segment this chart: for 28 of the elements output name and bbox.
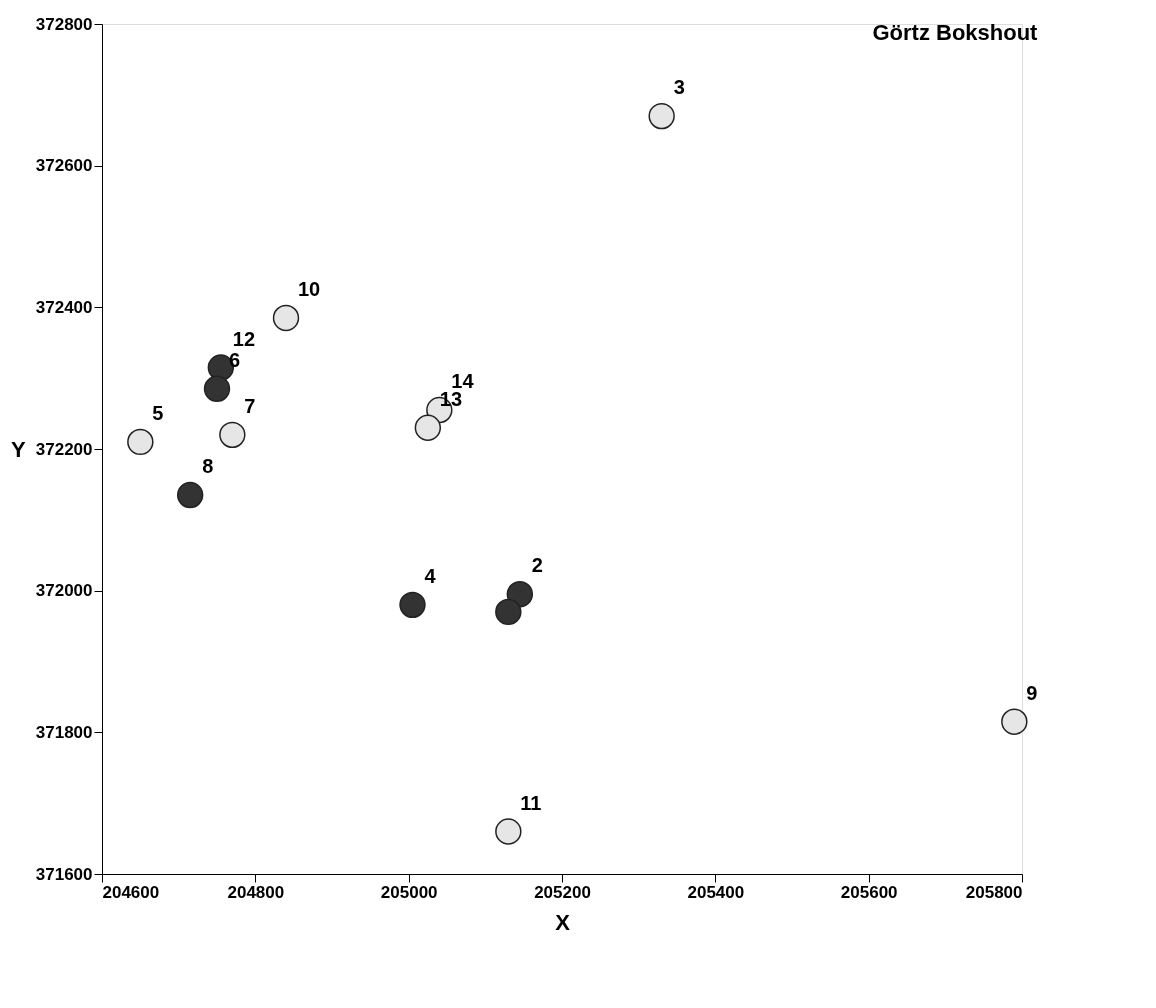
annotation: 5 (152, 401, 164, 424)
annotation: 2 (531, 554, 543, 577)
y-axis-title: Y (11, 436, 27, 462)
annotation: 7 (244, 394, 256, 417)
y-tick-label: 371600 (35, 864, 93, 884)
annotation: 3 (673, 76, 685, 99)
annotation: 4 (424, 564, 437, 587)
x-tick-label: 205600 (840, 882, 898, 902)
y-tick-label: 372600 (35, 156, 93, 176)
y-tick-label: 372800 (35, 14, 93, 34)
annotation: 6 (229, 348, 241, 371)
y-tick-label: 372200 (35, 439, 93, 459)
y-tick-label: 372000 (35, 581, 93, 601)
x-tick-label: 205400 (687, 882, 745, 902)
y-tick-label: 372400 (35, 297, 93, 317)
annotation: 8 (202, 455, 214, 478)
x-tick-label: 204600 (102, 882, 160, 902)
annotation: 10 (298, 277, 321, 300)
x-tick-label: 205200 (534, 882, 591, 902)
x-tick-label: 205000 (380, 882, 438, 902)
annotation: 9 (1026, 681, 1038, 704)
chart-title: Görtz Bokshout (872, 20, 1039, 45)
x-axis-title: X (555, 909, 571, 935)
x-tick-label: 204800 (227, 882, 285, 902)
annotation: 12 (232, 327, 256, 350)
annotation: 11 (520, 791, 542, 814)
y-tick-label: 371800 (35, 722, 93, 742)
x-tick-label: 205800 (965, 882, 1023, 902)
